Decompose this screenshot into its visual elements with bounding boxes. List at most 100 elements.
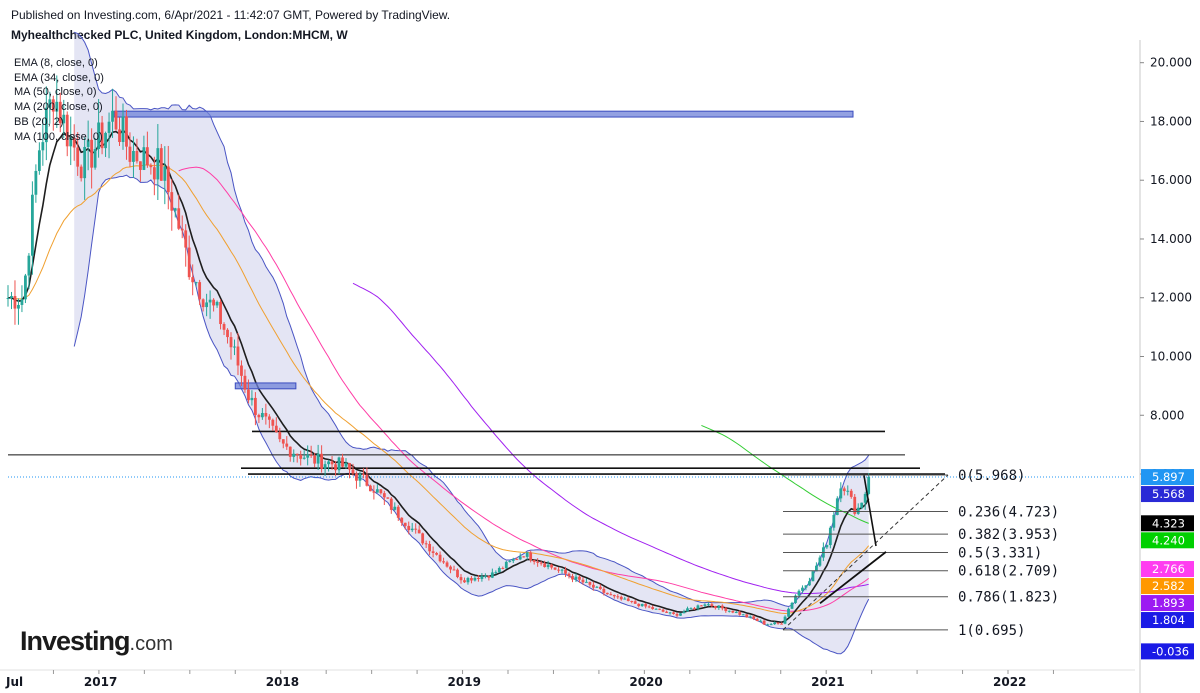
- svg-text:-0.036: -0.036: [1152, 644, 1189, 658]
- candle: [208, 290, 212, 319]
- candle: [773, 621, 776, 625]
- candle: [557, 567, 560, 573]
- fib-level-label: 1(0.695): [958, 623, 1025, 639]
- candle: [525, 551, 529, 560]
- moving-averages: [7, 128, 870, 624]
- candle: [483, 573, 487, 579]
- candle: [452, 565, 456, 571]
- candle: [720, 604, 724, 611]
- candle: [309, 445, 313, 458]
- candle: [20, 285, 24, 313]
- candle: [198, 279, 202, 306]
- fib-trend-line: [782, 474, 949, 631]
- candle: [745, 614, 749, 618]
- candle: [79, 164, 83, 182]
- svg-text:5.897: 5.897: [1152, 470, 1185, 484]
- candle: [522, 556, 526, 558]
- candle: [682, 609, 686, 614]
- indicator-ma100[interactable]: MA (100, close, 0): [14, 130, 103, 143]
- candle: [626, 596, 630, 602]
- indicator-ema34[interactable]: EMA (34, close, 0): [14, 71, 104, 84]
- candle: [835, 496, 839, 516]
- candle: [236, 333, 240, 376]
- candle: [658, 608, 662, 611]
- candle: [706, 602, 710, 607]
- candle: [654, 608, 658, 610]
- candle: [104, 131, 107, 157]
- candle: [825, 544, 829, 549]
- candle: [302, 450, 306, 460]
- candle: [769, 623, 773, 626]
- candle: [571, 573, 574, 583]
- rising-trendline: [819, 551, 887, 605]
- candle: [693, 606, 696, 610]
- candle: [581, 577, 585, 585]
- resistance-zone: [113, 110, 854, 118]
- candle: [794, 594, 797, 604]
- candle: [240, 360, 243, 387]
- fib-level-label: 0.786(1.823): [958, 590, 1059, 606]
- candle: [490, 568, 494, 579]
- candle: [372, 485, 376, 500]
- candle: [320, 445, 324, 473]
- indicator-ma50[interactable]: MA (50, close, 0): [14, 86, 97, 99]
- candle: [194, 281, 198, 287]
- candles: [6, 75, 871, 626]
- svg-text:2.766: 2.766: [1152, 562, 1185, 576]
- logo-suffix: .com: [129, 633, 173, 655]
- candle: [24, 273, 27, 304]
- candle: [34, 164, 38, 203]
- candle: [13, 280, 17, 325]
- published-line: Published on Investing.com, 6/Apr/2021 -…: [11, 8, 451, 22]
- candle: [358, 471, 362, 487]
- bb-lower: [73, 174, 870, 655]
- candle: [97, 99, 100, 158]
- candle: [431, 546, 435, 558]
- candle: [494, 570, 498, 575]
- symbol-title: Myhealthchecked PLC, United Kingdom, Lon…: [11, 28, 348, 42]
- candle: [553, 567, 557, 571]
- candle: [292, 449, 296, 463]
- candle: [173, 207, 177, 218]
- candle: [424, 540, 428, 548]
- candle: [428, 540, 432, 556]
- candle: [445, 560, 449, 568]
- candle: [421, 532, 425, 546]
- candle: [201, 298, 205, 312]
- candle: [205, 293, 209, 317]
- candle: [163, 146, 167, 205]
- candle: [665, 610, 668, 613]
- y-tick-label: 20.000: [1150, 56, 1192, 70]
- candle: [497, 566, 501, 573]
- svg-text:4.240: 4.240: [1152, 533, 1185, 547]
- candle: [459, 574, 463, 584]
- candle: [477, 575, 480, 582]
- candle: [243, 369, 247, 393]
- candle: [647, 605, 651, 609]
- svg-text:5.568: 5.568: [1152, 487, 1185, 501]
- indicator-ma200[interactable]: MA (200, close, 0): [14, 101, 103, 114]
- candle: [546, 560, 550, 570]
- ema8-line: [7, 128, 870, 624]
- candle: [815, 562, 818, 572]
- candle: [51, 95, 55, 131]
- candle: [226, 328, 229, 344]
- drawn-zones: [113, 110, 854, 390]
- candle: [808, 577, 811, 586]
- candle: [853, 494, 857, 516]
- candle: [700, 605, 703, 607]
- indicator-bb[interactable]: BB (20, 2): [14, 115, 64, 128]
- candle: [801, 585, 804, 594]
- candle: [849, 488, 853, 499]
- candle: [180, 215, 184, 239]
- candle: [407, 521, 411, 535]
- indicator-ema8[interactable]: EMA (8, close, 0): [14, 57, 98, 69]
- fib-level-label: 0(5.968): [958, 468, 1025, 484]
- candle: [574, 573, 578, 583]
- candle: [177, 194, 181, 231]
- candle: [623, 596, 627, 600]
- candle: [511, 557, 515, 564]
- candle: [355, 471, 358, 489]
- candle: [156, 124, 160, 200]
